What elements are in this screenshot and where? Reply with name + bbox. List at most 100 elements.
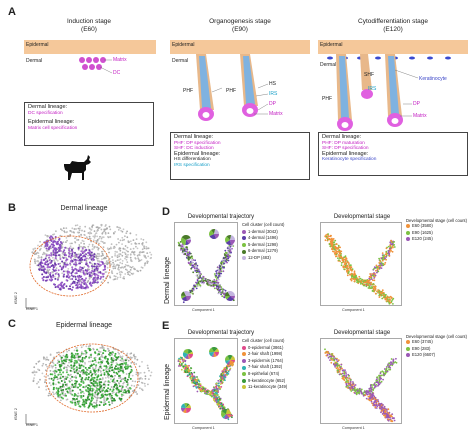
cell-point bbox=[86, 272, 89, 275]
pie-slice bbox=[225, 240, 231, 245]
cell-point bbox=[83, 250, 85, 253]
d-comp1: Component 1 bbox=[192, 308, 215, 312]
cell-point bbox=[62, 375, 64, 378]
cell-point bbox=[99, 271, 102, 274]
lineage-box-cytodifferentiation: Dermal lineage: PHF: DP maturation SHF: … bbox=[318, 132, 468, 176]
cell-point bbox=[74, 272, 77, 275]
cell-point bbox=[118, 271, 121, 274]
cell-point bbox=[107, 248, 110, 251]
cell-point bbox=[80, 257, 83, 260]
cell-point bbox=[113, 263, 115, 266]
cell-point bbox=[218, 398, 221, 400]
cell-point bbox=[203, 392, 206, 395]
cell-point bbox=[124, 367, 127, 370]
cell-point bbox=[73, 263, 76, 266]
cell-point bbox=[76, 269, 79, 272]
cell-point bbox=[97, 369, 100, 371]
cell-point bbox=[100, 237, 103, 240]
cell-point bbox=[109, 235, 112, 238]
cell-point bbox=[87, 393, 90, 396]
cell-point bbox=[102, 278, 105, 281]
cell-point bbox=[118, 352, 120, 355]
pie-slice bbox=[209, 229, 214, 237]
cell-point bbox=[191, 261, 194, 264]
label-phf-3: PHF bbox=[322, 96, 332, 102]
cell-point bbox=[382, 404, 384, 406]
e-cluster-head: Cell cluster (cell count) bbox=[242, 338, 285, 343]
cell-point bbox=[113, 278, 116, 281]
cell-point bbox=[77, 392, 80, 395]
cell-point bbox=[60, 358, 63, 361]
cell-point bbox=[65, 394, 67, 397]
cell-point bbox=[123, 238, 125, 241]
cell-point bbox=[59, 243, 62, 246]
label-dermal-2: Dermal bbox=[172, 58, 189, 64]
cell-point bbox=[337, 369, 339, 372]
cell-point bbox=[378, 378, 380, 380]
cell-point bbox=[126, 269, 128, 272]
cell-point bbox=[91, 384, 93, 387]
cell-point bbox=[194, 380, 197, 382]
cell-point bbox=[130, 352, 133, 355]
cell-point bbox=[391, 413, 394, 415]
cell-point bbox=[97, 260, 99, 262]
d-stage-item: E120 (245) bbox=[406, 236, 472, 243]
cell-point bbox=[48, 377, 51, 380]
pie-slice bbox=[186, 408, 191, 413]
cell-point bbox=[224, 249, 227, 252]
cell-point bbox=[129, 256, 132, 259]
cell-point bbox=[53, 393, 55, 395]
cell-point bbox=[194, 259, 196, 262]
cell-point bbox=[118, 385, 121, 388]
cell-point bbox=[344, 371, 347, 373]
cell-point bbox=[125, 390, 127, 393]
cell-point bbox=[354, 278, 357, 281]
cell-point bbox=[100, 385, 103, 388]
cell-point bbox=[76, 361, 79, 364]
cell-point bbox=[221, 370, 224, 372]
cell-point bbox=[85, 385, 88, 388]
cell-point bbox=[384, 296, 386, 298]
cell-point bbox=[48, 236, 51, 239]
cell-point bbox=[373, 395, 376, 398]
cell-point bbox=[355, 393, 358, 396]
cell-point bbox=[70, 392, 72, 395]
cell-point bbox=[353, 392, 356, 394]
cell-point bbox=[68, 271, 70, 274]
cell-point bbox=[191, 381, 193, 384]
cell-point bbox=[86, 286, 89, 289]
cell-point bbox=[126, 271, 129, 274]
cell-point bbox=[120, 378, 123, 381]
cell-point bbox=[85, 389, 87, 392]
cell-point bbox=[141, 267, 144, 269]
cell-point bbox=[343, 372, 346, 375]
cell-point bbox=[111, 351, 114, 354]
cell-point bbox=[218, 396, 220, 398]
cell-point bbox=[76, 349, 79, 352]
cell-point bbox=[346, 386, 349, 389]
cell-point bbox=[90, 382, 93, 384]
cell-point bbox=[78, 383, 81, 386]
cell-point bbox=[109, 263, 112, 265]
cell-point bbox=[360, 388, 363, 391]
cell-point bbox=[143, 371, 146, 374]
cell-point bbox=[209, 282, 212, 285]
cell-point bbox=[46, 356, 48, 359]
cell-point bbox=[215, 272, 218, 274]
cell-point bbox=[204, 279, 207, 282]
cell-point bbox=[50, 254, 53, 257]
cell-point bbox=[52, 365, 55, 368]
cell-point bbox=[181, 363, 183, 365]
cell-point bbox=[362, 394, 365, 397]
cell-point bbox=[78, 363, 80, 365]
cell-point bbox=[114, 266, 117, 268]
cell-point bbox=[187, 254, 190, 257]
cell-point bbox=[116, 226, 119, 228]
cell-point bbox=[194, 265, 197, 268]
cell-point bbox=[142, 238, 145, 241]
cell-point bbox=[39, 267, 42, 270]
cell-point bbox=[88, 268, 90, 271]
cell-point bbox=[89, 387, 92, 390]
cell-point bbox=[332, 357, 334, 360]
cell-point bbox=[58, 351, 60, 354]
